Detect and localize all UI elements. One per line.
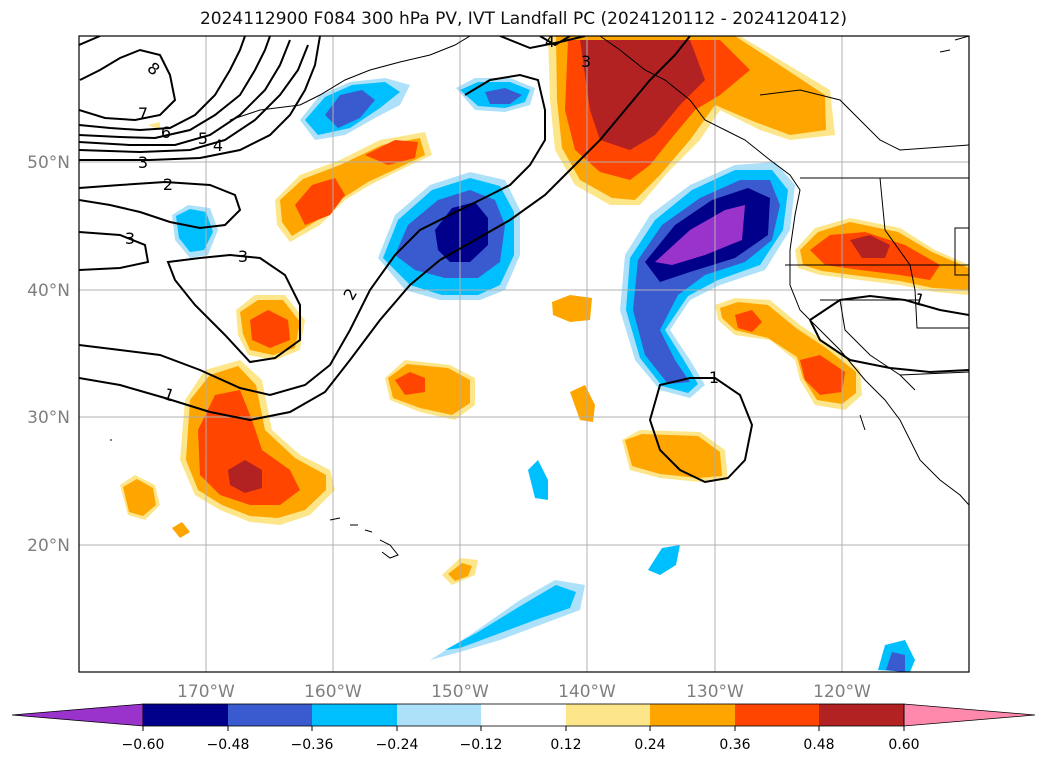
lat-label-50n: 50°N: [27, 153, 70, 173]
contour-label: 4: [213, 136, 223, 155]
lon-label-150w: 150°W: [431, 682, 489, 702]
lon-label-120w: 120°W: [813, 682, 871, 702]
colorbar-tick-label: −0.48: [207, 737, 250, 753]
colorbar: −0.60 −0.48 −0.36 −0.24 −0.12 0.12 0.24 …: [11, 703, 1036, 753]
colorbar-tick-label: 0.48: [803, 737, 834, 753]
lat-label-40n: 40°N: [27, 281, 70, 301]
map-title: 2024112900 F084 300 hPa PV, IVT Landfall…: [199, 9, 847, 29]
contour-label: 1: [709, 368, 719, 387]
contours: [79, 36, 969, 484]
contour-label: 3: [238, 247, 248, 266]
colorbar-segment: [819, 704, 904, 726]
lon-label-130w: 130°W: [686, 682, 744, 702]
colorbar-segment: [481, 704, 566, 726]
contour-label: 3: [138, 153, 148, 172]
colorbar-segment: [650, 704, 735, 726]
colorbar-segment: [143, 704, 228, 726]
contour-label: 5: [198, 129, 208, 148]
negative-anomaly-pacific-nw: [620, 162, 795, 398]
lat-axis-labels: 50°N 40°N 30°N 20°N: [27, 153, 70, 556]
colorbar-segment: [566, 704, 650, 726]
colorbar-tick-label: 0.60: [888, 737, 919, 753]
contour-label: 1: [912, 289, 927, 310]
colorbar-tick-label: −0.24: [376, 737, 419, 753]
plot-border: [78, 35, 970, 673]
lat-label-20n: 20°N: [27, 536, 70, 556]
colorbar-tick-label: −0.60: [122, 737, 165, 753]
lon-label-160w: 160°W: [304, 682, 362, 702]
colorbar-segment: [397, 704, 481, 726]
colorbar-tick-label: 0.12: [550, 737, 581, 753]
contour-label: 4: [545, 32, 555, 51]
colorbar-segment: [228, 704, 312, 726]
colorbar-segment: [312, 704, 397, 726]
lon-label-140w: 140°W: [558, 682, 616, 702]
lon-label-170w: 170°W: [177, 682, 235, 702]
contour-label: 3: [581, 52, 591, 71]
colorbar-extend-high: [903, 703, 1036, 727]
positive-anomaly-gulf-alaska: [548, 36, 835, 205]
colorbar-extend-low: [11, 703, 144, 727]
colorbar-tick-label: 0.24: [634, 737, 665, 753]
colorbar-segment: [735, 704, 819, 726]
colorbar-tick-label: −0.12: [460, 737, 503, 753]
positive-anomaly-west: [180, 360, 335, 525]
contour-label: 6: [161, 123, 171, 142]
lon-axis-labels: 170°W 160°W 150°W 140°W 130°W 120°W: [177, 682, 871, 702]
colorbar-tick-label: 0.36: [719, 737, 750, 753]
contour-label: 3: [125, 229, 135, 248]
negative-anomaly-central: [378, 172, 520, 300]
contour-label: 7: [138, 104, 148, 123]
contour-label: 2: [163, 175, 173, 194]
lat-label-30n: 30°N: [27, 408, 70, 428]
shaded-fields: [120, 36, 969, 672]
colorbar-tick-label: −0.36: [291, 737, 334, 753]
